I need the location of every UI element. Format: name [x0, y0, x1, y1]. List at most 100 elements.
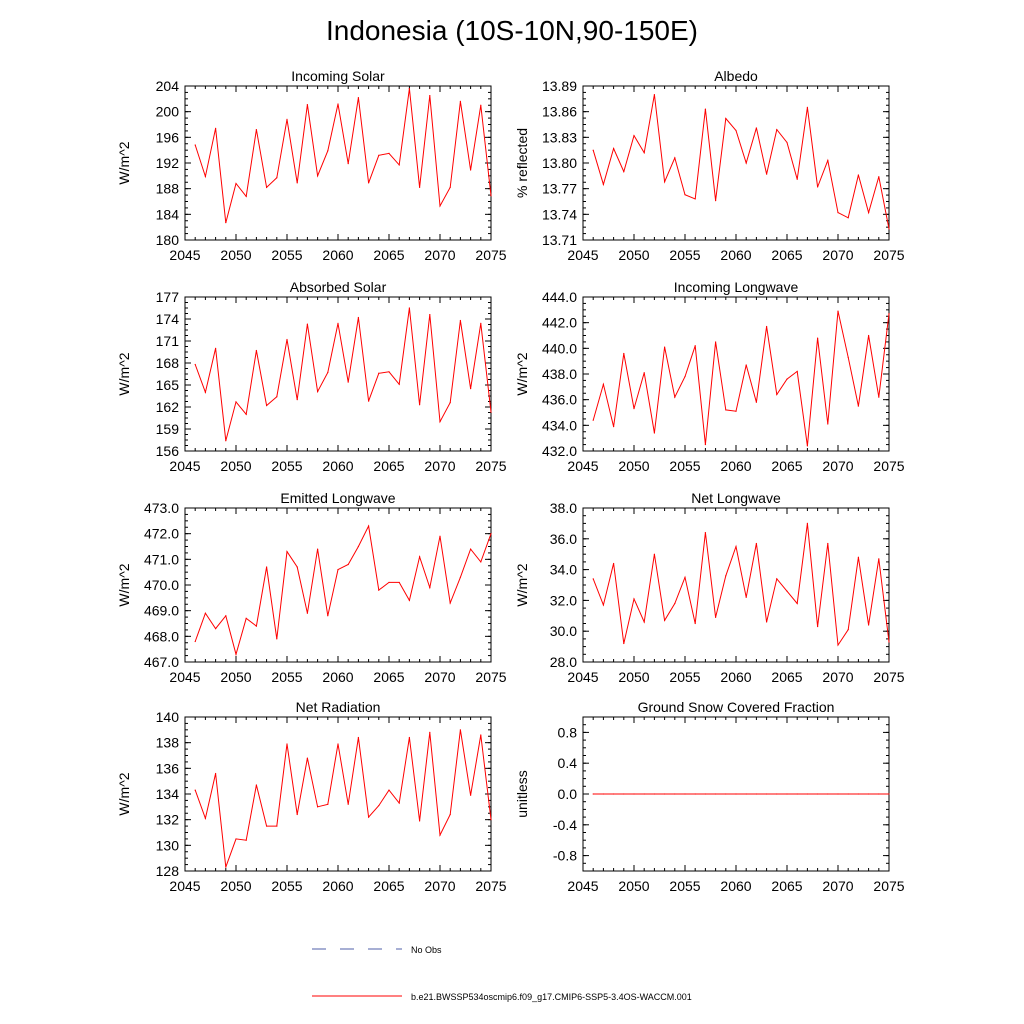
- data-point: [653, 432, 656, 434]
- x-tick-label: 2070: [822, 669, 853, 685]
- data-point: [806, 522, 809, 525]
- legend-obs-label: No Obs: [411, 945, 442, 955]
- y-tick-label: 162: [156, 399, 180, 415]
- series-line: [592, 523, 890, 647]
- x-tick-label: 2075: [873, 458, 904, 474]
- data-point: [857, 556, 860, 558]
- data-point: [674, 396, 676, 398]
- data-point: [378, 154, 380, 156]
- data-point: [317, 391, 319, 393]
- x-tick-label: 2045: [169, 878, 200, 894]
- series-line: [592, 310, 890, 446]
- data-point: [745, 793, 747, 795]
- x-tick-label: 2060: [720, 247, 751, 263]
- data-point: [215, 772, 217, 775]
- y-tick-label: 156: [156, 443, 180, 459]
- data-point: [347, 563, 349, 566]
- data-point: [817, 337, 819, 339]
- data-point: [470, 548, 472, 550]
- data-point: [286, 551, 288, 553]
- panel-absorbed-solar: Absorbed Solar W/m^2 2045 2050 2055 2060 2065 2…: [116, 279, 507, 474]
- data-point: [796, 602, 798, 605]
- data-point: [745, 596, 747, 598]
- x-tick-label: 2055: [271, 458, 302, 474]
- data-point: [715, 793, 717, 795]
- data-point: [592, 149, 594, 151]
- y-tick-label: 440.0: [542, 340, 577, 356]
- data-point: [725, 409, 727, 411]
- x-tick-label: 2050: [618, 247, 649, 263]
- x-tick-label: 2075: [475, 669, 506, 685]
- x-tick-label: 2070: [424, 669, 455, 685]
- data-point: [327, 371, 329, 374]
- x-tick-label: 2070: [424, 458, 455, 474]
- y-tick-label: 13.71: [542, 232, 577, 248]
- data-point: [490, 533, 492, 535]
- legend: No Obs b.e21.BWSSP534oscmip6.f09_g17.CMI…: [312, 945, 692, 1002]
- y-tick-label: 472.0: [144, 526, 179, 542]
- x-tick-label: 2065: [771, 669, 802, 685]
- data-point: [368, 525, 370, 527]
- data-point: [398, 802, 400, 804]
- x-tick-label: 2065: [771, 878, 802, 894]
- data-point: [827, 793, 829, 795]
- data-point: [388, 581, 390, 584]
- figure-title: Indonesia (10S-10N,90-150E): [326, 15, 698, 46]
- data-point: [378, 804, 380, 807]
- y-tick-label: 13.89: [542, 78, 577, 94]
- data-point: [888, 793, 890, 795]
- y-tick-label: 468.0: [144, 628, 179, 644]
- data-point: [470, 794, 472, 796]
- x-tick-label: 2050: [618, 458, 649, 474]
- data-point: [704, 108, 707, 110]
- data-point: [735, 410, 737, 412]
- data-point: [613, 793, 615, 795]
- x-tick-label: 2045: [567, 247, 598, 263]
- x-tick-label: 2075: [873, 247, 904, 263]
- data-point: [755, 401, 758, 403]
- y-tick-label: 34.0: [550, 562, 577, 578]
- data-point: [266, 404, 268, 407]
- data-point: [888, 228, 890, 230]
- data-point: [449, 813, 451, 816]
- data-point: [745, 364, 747, 366]
- data-point: [766, 173, 768, 175]
- data-point: [429, 731, 431, 734]
- data-point: [286, 338, 288, 341]
- y-tick-label: 473.0: [144, 500, 179, 516]
- x-tick-label: 2050: [220, 458, 251, 474]
- panel-title: Incoming Solar: [291, 68, 385, 84]
- data-point: [878, 176, 880, 178]
- data-point: [225, 440, 227, 442]
- data-point: [796, 793, 798, 795]
- plot-frame: [184, 85, 492, 241]
- data-point: [694, 793, 696, 795]
- x-tick-label: 2055: [271, 247, 302, 263]
- data-point: [408, 736, 410, 739]
- data-point: [480, 104, 482, 106]
- data-point: [725, 793, 727, 795]
- data-point: [837, 644, 839, 646]
- data-point: [255, 349, 257, 352]
- x-tick-label: 2055: [669, 247, 700, 263]
- y-tick-label: 470.0: [144, 577, 179, 593]
- data-point: [255, 129, 257, 131]
- series-line: [194, 88, 492, 223]
- data-point: [623, 352, 625, 355]
- data-point: [225, 222, 227, 224]
- x-tick-label: 2045: [169, 247, 200, 263]
- data-point: [623, 170, 625, 173]
- data-point: [602, 793, 605, 795]
- data-point: [378, 372, 380, 374]
- y-tick-label: 200: [156, 104, 180, 120]
- data-point: [735, 545, 737, 548]
- data-point: [459, 576, 461, 578]
- data-point: [378, 589, 380, 591]
- data-point: [674, 602, 676, 605]
- data-point: [408, 87, 410, 90]
- data-point: [347, 381, 349, 383]
- data-point: [786, 141, 788, 144]
- data-point: [317, 548, 319, 550]
- data-point: [633, 408, 635, 410]
